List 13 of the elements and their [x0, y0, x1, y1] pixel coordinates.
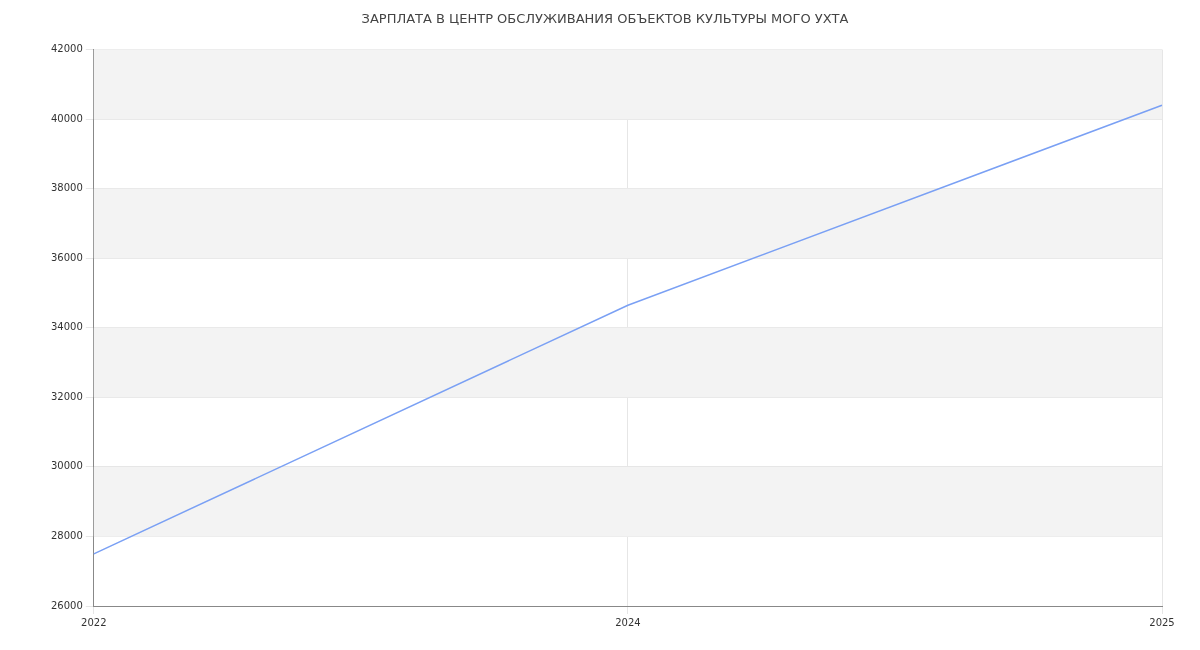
y-tick-label: 32000: [51, 390, 83, 402]
chart-title: ЗАРПЛАТА В ЦЕНТР ОБСЛУЖИВАНИЯ ОБЪЕКТОВ КУЛЬТУРЫ МОГО УХТА: [361, 11, 849, 27]
y-tick-label: 26000: [51, 599, 83, 611]
y-tick-label: 34000: [51, 321, 83, 333]
y-tick-label: 38000: [51, 182, 83, 194]
x-tick-label: 2022: [81, 616, 107, 628]
y-tick-label: 40000: [51, 112, 83, 124]
y-tick-label: 42000: [51, 43, 83, 55]
x-tick-label: 2025: [1149, 616, 1175, 628]
y-tick-label: 28000: [51, 530, 83, 542]
y-tick-label: 36000: [51, 251, 83, 263]
y-tick-label: 30000: [51, 460, 83, 472]
x-tick-label: 2024: [615, 616, 641, 628]
